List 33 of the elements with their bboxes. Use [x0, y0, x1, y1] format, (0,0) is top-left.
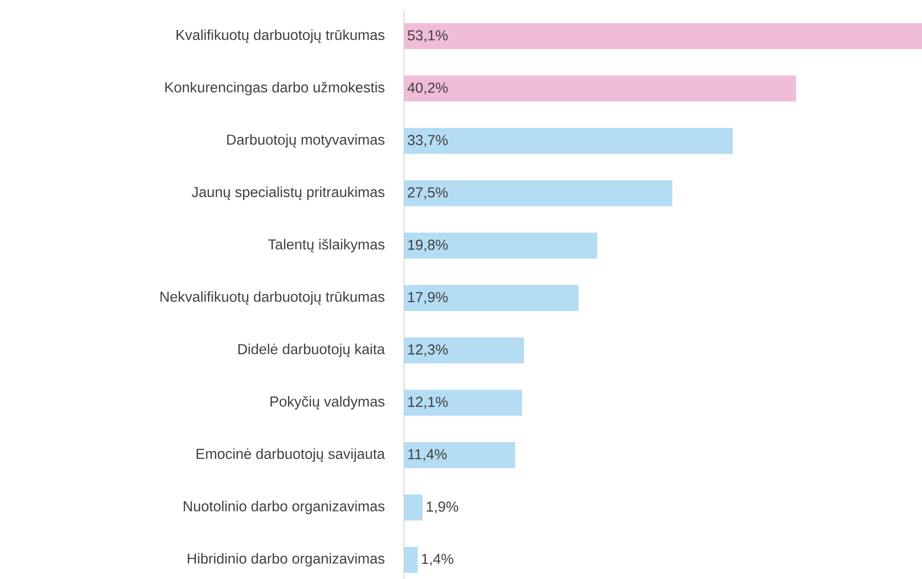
bar	[404, 285, 579, 312]
data-label: 27,5%	[408, 187, 448, 200]
y-tick-label: Pokyčių valdymas	[270, 396, 384, 410]
data-label: 11,4%	[408, 449, 447, 462]
y-tick-label: Kvalifikuotų darbuotojų trūkumas	[176, 29, 384, 43]
bar	[404, 546, 418, 573]
data-label: 40,2%	[408, 82, 448, 95]
y-tick-label: Talentų išlaikymas	[268, 238, 384, 252]
bar	[404, 494, 423, 520]
y-tick-label: Jaunų specialistų pritraukimas	[192, 186, 384, 200]
data-label: 33,7%	[408, 134, 448, 147]
bar	[404, 390, 522, 416]
bar	[404, 23, 922, 50]
y-tick-label: Hibridinio darbo organizavimas	[188, 553, 384, 567]
bar	[404, 232, 598, 259]
data-label: 1,4%	[422, 554, 454, 566]
bar	[404, 337, 524, 364]
y-tick-label: Nuotolinio darbo organizavimas	[184, 500, 384, 514]
bar	[404, 180, 672, 206]
y-tick-label: Darbuotojų motyvavimas	[227, 134, 384, 148]
bar	[404, 128, 733, 154]
y-tick-label: Emocinė darbuotojų savijauta	[196, 448, 385, 462]
bar	[404, 76, 796, 102]
y-tick-label: Konkurencingas darbo užmokestis	[165, 82, 384, 96]
data-label: 17,9%	[408, 292, 448, 304]
data-label: 1,9%	[426, 501, 458, 514]
data-label: 12,3%	[408, 344, 448, 356]
data-label: 19,8%	[408, 240, 448, 252]
bar	[404, 442, 516, 468]
y-tick-label: Nekvalifikuotų darbuotojų trūkumas	[160, 291, 384, 305]
data-label: 53,1%	[408, 30, 448, 42]
data-label: 12,1%	[408, 396, 448, 409]
y-tick-label: Didelė darbuotojų kaita	[238, 344, 385, 358]
